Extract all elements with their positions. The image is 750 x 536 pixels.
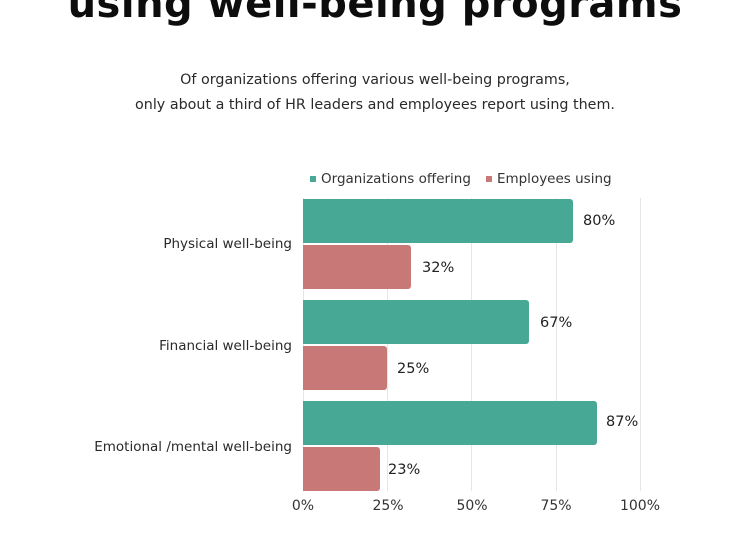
gridline-25 [387,198,388,491]
gridline-50 [471,198,472,491]
category-label-financial: Financial well-being [159,338,292,354]
chart-subtitle: Of organizations offering various well-b… [0,68,750,118]
x-tick-0: 0% [291,498,315,514]
x-tick-25: 25% [372,498,404,514]
chart-title: using well-being programs [67,0,683,27]
bar-label: 23% [388,462,421,478]
legend-item-organizations-offering[interactable]: Organizations offering [310,171,471,187]
bar-organizations-emotional[interactable] [303,401,597,445]
bar-employees-financial[interactable] [303,346,387,390]
bar-organizations-financial[interactable] [303,300,529,344]
legend-swatch-icon [485,176,492,182]
legend-label: Employees using [496,171,612,187]
gridline-0 [303,198,304,491]
legend-item-employees-using[interactable]: Employees using [485,171,612,187]
gridline-100 [640,198,641,491]
bar-label: 67% [540,315,573,331]
gridline-75 [556,198,557,491]
subtitle-line-1: Of organizations offering various well-b… [180,72,570,88]
legend-label: Organizations offering [321,171,471,187]
bar-label: 32% [422,260,455,276]
bar-label: 87% [606,414,639,430]
bar-organizations-physical[interactable] [303,199,573,243]
legend-swatch-icon [310,176,316,182]
bar-label: 25% [397,361,430,377]
x-tick-75: 75% [540,498,572,514]
x-tick-100: 100% [619,498,661,514]
subtitle-line-2: only about a third of HR leaders and emp… [135,97,615,113]
bar-label: 80% [583,213,616,229]
chart-legend: Organizations offering Employees using [310,171,627,187]
category-label-physical: Physical well-being [163,236,292,252]
bar-employees-physical[interactable] [303,245,411,289]
category-label-emotional: Emotional /mental well-being [94,439,292,455]
x-tick-50: 50% [456,498,488,514]
bar-employees-emotional[interactable] [303,447,380,491]
